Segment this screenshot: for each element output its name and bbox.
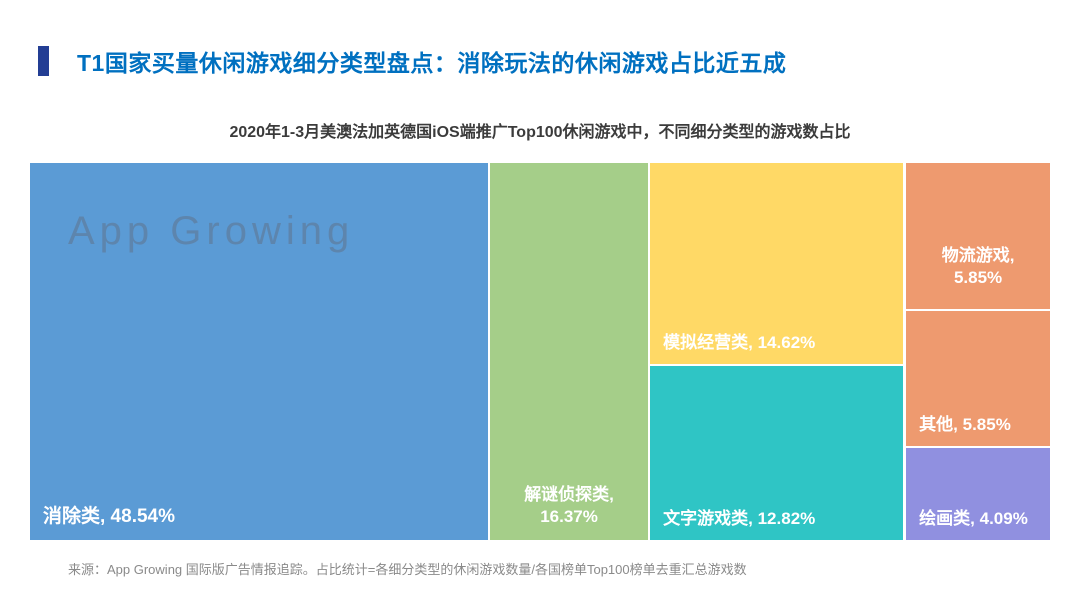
tile-label-logistics: 物流游戏, 5.85% xyxy=(941,246,1015,288)
treemap-tile-puzzle-detective: 解谜侦探类, 16.37% xyxy=(490,163,649,540)
page-title: T1国家买量休闲游戏细分类型盘点：消除玩法的休闲游戏占比近五成 xyxy=(77,50,787,76)
treemap-tile-elimination: App Growing 消除类, 48.54% xyxy=(30,163,488,540)
treemap-tile-logistics: 物流游戏, 5.85% xyxy=(906,163,1050,310)
treemap-tile-other: 其他, 5.85% xyxy=(906,311,1050,447)
tile-label-other: 其他, 5.85% xyxy=(919,415,1011,435)
tile-label-word-games: 文字游戏类, 12.82% xyxy=(663,508,816,528)
treemap-chart: App Growing 消除类, 48.54% 解谜侦探类, 16.37% 模拟… xyxy=(30,163,1050,540)
treemap-tile-simulation: 模拟经营类, 14.62% xyxy=(650,163,904,365)
chart-subtitle: 2020年1-3月美澳法加英德国iOS端推广Top100休闲游戏中，不同细分类型… xyxy=(229,124,851,141)
treemap-tile-drawing: 绘画类, 4.09% xyxy=(906,448,1050,540)
tile-label-simulation: 模拟经营类, 14.62% xyxy=(663,333,816,353)
treemap-tile-word-games: 文字游戏类, 12.82% xyxy=(650,366,904,540)
tile-label-puzzle-detective: 解谜侦探类, 16.37% xyxy=(524,484,614,526)
tile-label-elimination: 消除类, 48.54% xyxy=(43,506,175,528)
tile-label-drawing: 绘画类, 4.09% xyxy=(919,508,1028,528)
watermark: App Growing xyxy=(68,209,355,253)
title-accent-bar xyxy=(38,46,49,76)
source-note: 来源：App Growing 国际版广告情报追踪。占比统计=各细分类型的休闲游戏… xyxy=(68,562,747,577)
header: T1国家买量休闲游戏细分类型盘点：消除玩法的休闲游戏占比近五成 xyxy=(38,44,786,78)
